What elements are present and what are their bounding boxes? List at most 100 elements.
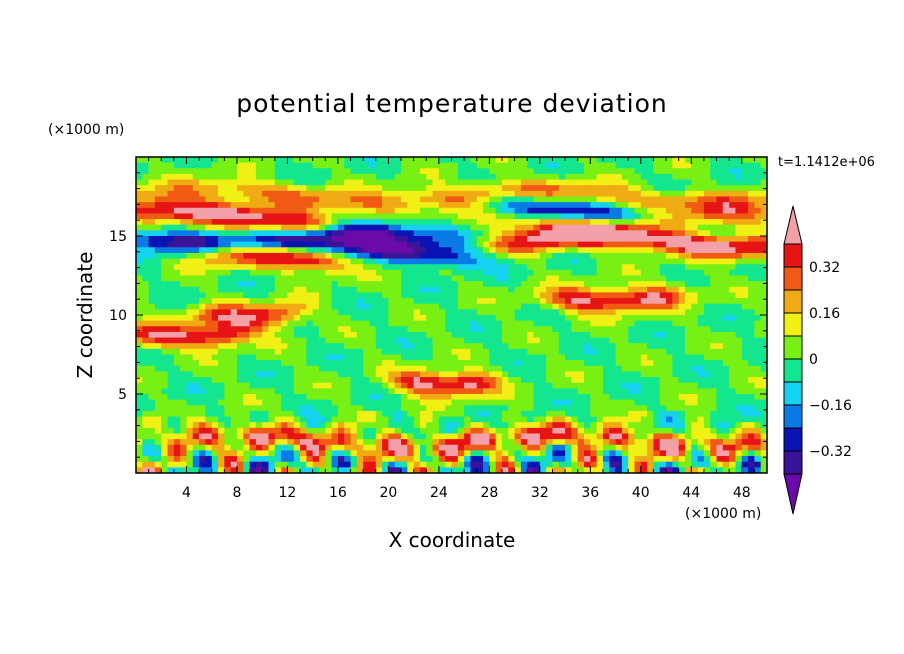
contour-cell (293, 427, 301, 435)
contour-cell (224, 315, 232, 322)
contour-cell (451, 377, 459, 384)
contour-cell (192, 405, 200, 412)
contour-cell (337, 343, 345, 350)
contour-cell (287, 360, 295, 367)
contour-cell (703, 241, 711, 248)
contour-cell (476, 264, 484, 271)
contour-cell (546, 196, 554, 203)
contour-cell (539, 309, 547, 316)
contour-cell (180, 190, 188, 198)
contour-cell (438, 354, 446, 361)
contour-cell (659, 207, 667, 215)
contour-cell (464, 410, 472, 418)
contour-cell (205, 230, 213, 237)
contour-cell (640, 247, 648, 254)
contour-cell (760, 371, 767, 378)
contour-cell (609, 264, 617, 271)
contour-cell (148, 162, 156, 169)
contour-cell (173, 405, 181, 412)
contour-cell (653, 196, 661, 203)
contour-cell (514, 303, 522, 310)
contour-cell (546, 236, 554, 243)
contour-cell (167, 269, 175, 277)
contour-cell (375, 207, 383, 215)
contour-cell (293, 275, 301, 282)
contour-cell (520, 281, 528, 288)
contour-cell (684, 264, 692, 271)
contour-cell (457, 360, 465, 367)
contour-cell (748, 337, 755, 344)
contour-cell (363, 360, 371, 367)
contour-cell (508, 252, 516, 260)
contour-cell (331, 399, 339, 406)
contour-cell (533, 303, 541, 310)
contour-cell (445, 298, 453, 305)
contour-cell (318, 303, 326, 310)
contour-cell (571, 315, 579, 322)
contour-cell (382, 275, 389, 282)
contour-cell (501, 433, 509, 440)
contour-cell (331, 371, 339, 378)
contour-cell (337, 388, 345, 395)
contour-cell (274, 264, 282, 271)
contour-cell (224, 230, 232, 237)
contour-cell (596, 377, 604, 384)
contour-cell (722, 427, 730, 435)
contour-cell (167, 190, 175, 198)
contour-cell (697, 315, 705, 322)
contour-cell (476, 382, 484, 389)
contour-cell (445, 179, 453, 186)
contour-cell (748, 230, 755, 237)
contour-cell (666, 168, 673, 175)
contour-cell (306, 281, 314, 288)
contour-cell (628, 298, 636, 305)
contour-cell (363, 354, 371, 361)
contour-cell (413, 179, 421, 186)
contour-cell (186, 410, 194, 418)
contour-cell (710, 264, 718, 271)
contour-cell (716, 382, 724, 389)
contour-cell (741, 264, 749, 271)
contour-cell (173, 252, 181, 260)
contour-cell (249, 162, 257, 169)
contour-cell (274, 337, 282, 344)
contour-cell (293, 326, 301, 333)
contour-cell (735, 264, 743, 271)
contour-cell (192, 331, 200, 339)
contour-cell (432, 168, 440, 175)
contour-cell (401, 202, 408, 209)
contour-cell (388, 224, 396, 231)
contour-cell (710, 157, 718, 164)
contour-cell (464, 326, 472, 333)
contour-cell (154, 207, 162, 215)
contour-cell (558, 326, 566, 333)
contour-cell (192, 348, 200, 356)
contour-cell (722, 399, 730, 406)
contour-cell (710, 179, 718, 186)
contour-cell (640, 168, 648, 175)
contour-cell (697, 427, 705, 435)
contour-cell (754, 360, 762, 367)
contour-cell (552, 326, 560, 333)
contour-cell (369, 185, 377, 192)
contour-cell (672, 247, 680, 254)
contour-cell (350, 303, 358, 310)
contour-cell (211, 224, 219, 231)
contour-cell (735, 230, 743, 237)
contour-cell (539, 190, 547, 198)
contour-cell (621, 354, 629, 361)
contour-cell (476, 405, 484, 412)
contour-cell (501, 365, 509, 373)
contour-cell (356, 422, 364, 429)
contour-cell (173, 309, 181, 316)
contour-cell (186, 213, 194, 220)
contour-cell (748, 399, 755, 406)
contour-cell (445, 433, 453, 440)
contour-cell (489, 377, 497, 384)
contour-cell (243, 157, 251, 164)
contour-cell (577, 269, 585, 277)
contour-cell (293, 264, 301, 271)
contour-cell (192, 410, 200, 418)
contour-cell (407, 252, 415, 260)
contour-cell (325, 433, 333, 440)
